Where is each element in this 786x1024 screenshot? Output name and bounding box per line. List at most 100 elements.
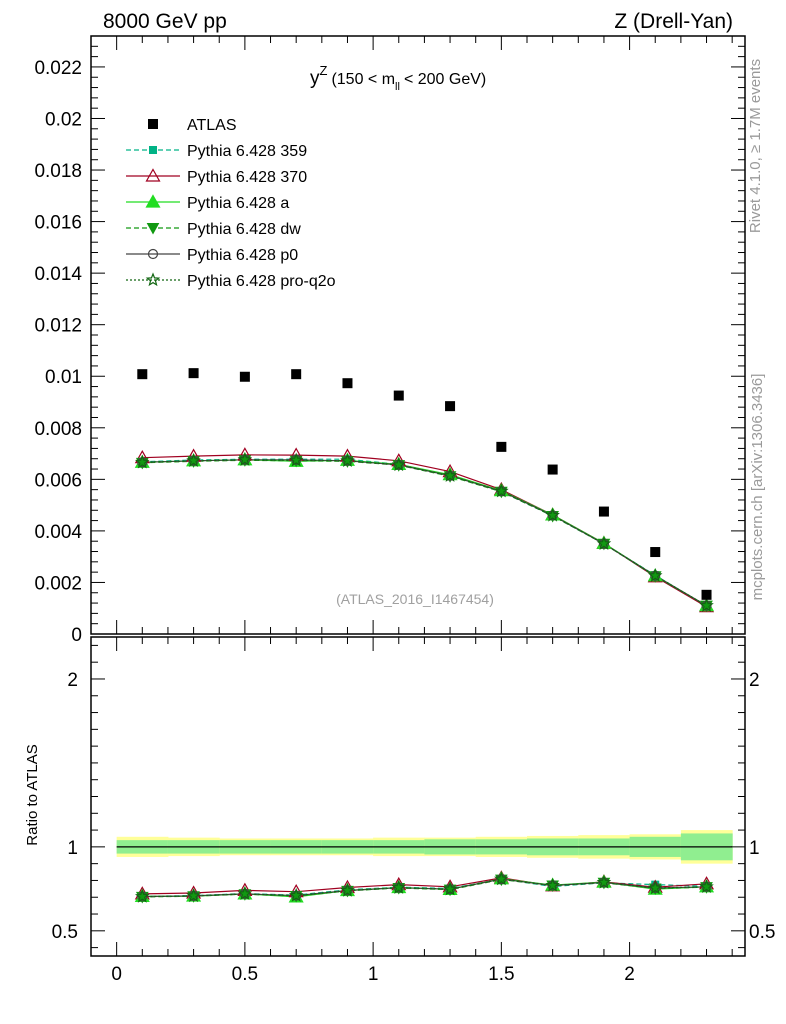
series-line-p359 — [142, 458, 707, 607]
ratio-point-pq2o — [545, 877, 560, 892]
main-ytick-label: 0.01 — [45, 367, 82, 388]
main-ytick-label: 0.006 — [34, 470, 82, 491]
ratio-ytick-label-right: 2 — [749, 670, 760, 691]
data-point-atlas — [137, 369, 148, 380]
legend-label-p359: Pythia 6.428 359 — [187, 143, 307, 160]
data-point-atlas — [496, 441, 507, 452]
ratio-ylabel: Ratio to ATLAS — [24, 744, 41, 845]
legend-entry-pdw: Pythia 6.428 dw — [126, 221, 301, 238]
main-ytick-label: 0.018 — [34, 161, 82, 182]
ratio-point-pq2o — [288, 887, 304, 902]
title-var: y — [310, 68, 320, 89]
ratio-plot-frame — [90, 636, 746, 957]
ratio-point-pq2o — [494, 871, 509, 886]
legend-marker-atlas — [148, 119, 158, 129]
title-sup: Z — [320, 63, 328, 78]
legend-marker-pa — [145, 194, 161, 208]
series-line-pq2o — [142, 459, 707, 607]
data-point-atlas — [650, 547, 661, 558]
data-point-pq2o — [647, 568, 663, 582]
series-line-pp0 — [142, 459, 707, 607]
ratio-point-pq2o — [699, 879, 714, 894]
ratio-point-pq2o — [647, 880, 663, 895]
legend-marker-pdw — [146, 223, 160, 235]
main-ytick-label: 0.016 — [34, 213, 82, 234]
data-point-pq2o — [545, 507, 560, 522]
legend-label-pa: Pythia 6.428 a — [187, 195, 289, 212]
mcplots-label: mcplots.cern.ch [arXiv:1306.3436] — [749, 374, 766, 601]
ratio-xtick-label: 1 — [368, 964, 379, 985]
legend-label-atlas: ATLAS — [187, 117, 237, 134]
data-point-atlas — [445, 401, 456, 412]
ratio-xtick-label: 1.5 — [488, 964, 514, 985]
legend-entry-p359: Pythia 6.428 359 — [126, 143, 307, 160]
data-point-atlas — [393, 390, 404, 401]
ratio-line-p359 — [142, 878, 707, 897]
legend-entry-pa: Pythia 6.428 a — [126, 194, 289, 212]
data-point-pq2o — [442, 468, 458, 482]
series-line-pdw — [142, 459, 707, 607]
main-ytick-label: 0 — [71, 625, 82, 646]
data-point-pq2o — [699, 598, 714, 612]
ratio-point-pq2o — [340, 882, 355, 897]
data-point-atlas — [239, 371, 250, 382]
ratio-ytick-label: 0.5 — [52, 922, 78, 943]
data-point-pq2o — [237, 452, 253, 466]
data-point-pq2o — [135, 454, 150, 469]
ratio-ytick-label: 1 — [67, 838, 78, 859]
ratio-xtick-label: 2 — [624, 964, 635, 985]
data-point-atlas — [342, 378, 353, 389]
legend-marker-pp0 — [147, 248, 159, 260]
main-ytick-label: 0.012 — [34, 316, 82, 337]
legend-marker-p359 — [149, 146, 157, 154]
title-range-pre: (150 < m — [331, 71, 395, 88]
ratio-point-pq2o — [135, 888, 150, 903]
data-point-pq2o — [596, 536, 612, 550]
data-point-pq2o — [340, 453, 355, 467]
legend-entry-atlas: ATLAS — [148, 117, 237, 134]
ratio-xtick-label: 0.5 — [232, 964, 258, 985]
legend-entry-pp0: Pythia 6.428 p0 — [126, 247, 298, 264]
ratio-point-pq2o — [596, 874, 612, 889]
title-range-post: < 200 GeV) — [404, 71, 486, 88]
header-right: Z (Drell-Yan) — [614, 10, 733, 33]
ratio-point-pq2o — [186, 888, 201, 903]
analysis-watermark: (ATLAS_2016_I1467454) — [336, 591, 494, 607]
data-point-atlas — [598, 506, 609, 517]
ratio-ytick-label-right: 0.5 — [749, 922, 775, 943]
data-point-pq2o — [186, 453, 201, 467]
data-point-atlas — [188, 368, 199, 379]
header-left: 8000 GeV pp — [103, 10, 227, 33]
main-ytick-label: 0.014 — [34, 264, 82, 285]
main-ytick-label: 0.008 — [34, 419, 82, 440]
legend-marker-p370 — [145, 168, 161, 182]
ratio-point-pq2o — [442, 881, 458, 896]
legend-entry-p370: Pythia 6.428 370 — [126, 168, 307, 186]
ratio-line-pq2o — [142, 878, 707, 898]
ratio-ytick-label: 2 — [67, 670, 78, 691]
data-point-atlas — [547, 464, 558, 475]
legend-marker-pq2o — [145, 272, 161, 287]
data-point-pq2o — [494, 483, 509, 498]
legend-label-pp0: Pythia 6.428 p0 — [187, 247, 298, 264]
ratio-line-p370 — [142, 877, 707, 895]
series-line-pa — [142, 459, 707, 607]
legend-label-pq2o: Pythia 6.428 pro-q2o — [187, 273, 336, 290]
data-point-pq2o — [288, 452, 304, 467]
legend-label-p370: Pythia 6.428 370 — [187, 169, 307, 186]
ratio-xtick-label: 0 — [111, 964, 122, 985]
legend-label-pdw: Pythia 6.428 dw — [187, 221, 301, 238]
data-point-pq2o — [391, 457, 407, 472]
series-line-p370 — [142, 454, 707, 608]
data-point-atlas — [701, 589, 712, 600]
main-ytick-label: 0.004 — [34, 522, 82, 543]
legend-entry-pq2o: Pythia 6.428 pro-q2o — [126, 272, 336, 290]
rivet-label: Rivet 4.1.0, ≥ 1.7M events — [747, 59, 764, 233]
main-ytick-label: 0.022 — [34, 58, 82, 79]
title-sub: ll — [395, 81, 400, 93]
plot-title: yZ(150 < mll < 200 GeV) — [310, 63, 486, 93]
main-ytick-label: 0.02 — [45, 109, 82, 130]
main-ytick-label: 0.002 — [34, 573, 82, 594]
data-point-atlas — [291, 369, 302, 380]
